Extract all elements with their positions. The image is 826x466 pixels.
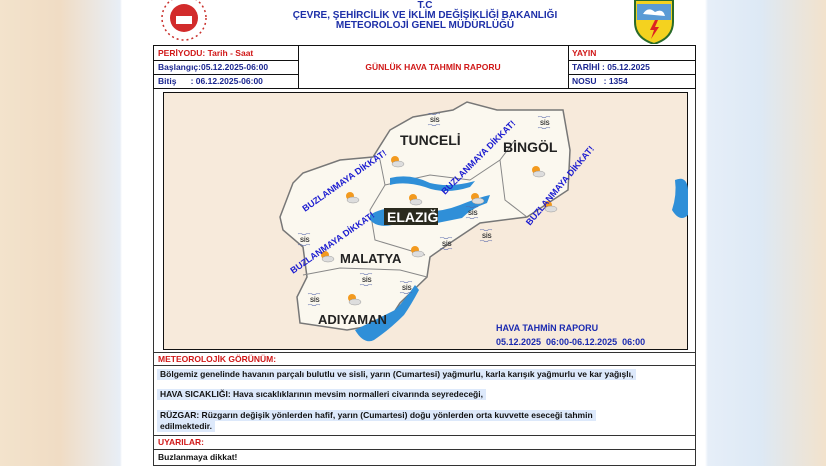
fog-icon: SİS xyxy=(362,277,372,284)
ministry-title: T.C ÇEVRE, ŞEHİRCİLİK VE İKLİM DEĞİŞİKLİ… xyxy=(150,1,700,31)
partly-cloudy-icon xyxy=(532,166,546,178)
province-borders xyxy=(302,139,528,278)
partly-cloudy-icon xyxy=(544,201,558,213)
outlook-label: METEOROLOJİK GÖRÜNÜM: xyxy=(158,354,277,364)
report-number: NOSU : 1354 xyxy=(572,76,628,86)
fog-icon: SİS xyxy=(430,117,440,124)
fog-icon: SİS xyxy=(300,237,310,244)
start-date: Başlangıç:05.12.2025-06:00 xyxy=(158,62,269,72)
warning-text: Buzlanmaya dikkat! xyxy=(158,452,238,462)
partly-cloudy-icon xyxy=(409,194,423,206)
wind-text-2: edilmektedir. xyxy=(157,421,215,432)
partly-cloudy-icon xyxy=(346,192,360,204)
outlook-text: Bölgemiz genelinde havanın parçalı bulut… xyxy=(157,369,637,380)
city-adiyaman: ADIYAMAN xyxy=(318,312,387,327)
lake xyxy=(672,178,688,219)
partly-cloudy-icon xyxy=(321,251,335,263)
partly-cloudy-icon xyxy=(391,156,405,168)
publish-date: TARİHİ : 05.12.2025 xyxy=(572,62,650,72)
period-label: PERİYODU: Tarih - Saat xyxy=(158,48,254,58)
ataturk-dam-lake xyxy=(355,285,419,342)
city-malatya: MALATYA xyxy=(340,251,402,266)
fog-icon: SİS xyxy=(482,233,492,240)
city-bingol: BİNGÖL xyxy=(503,139,558,155)
report-title: GÜNLÜK HAVA TAHMİN RAPORU xyxy=(365,62,501,72)
city-elazig: ELAZIĞ xyxy=(387,208,438,225)
fog-icon: SİS xyxy=(442,241,452,248)
publish-label: YAYIN xyxy=(572,48,597,58)
outlook-body xyxy=(153,366,696,436)
header-line2: METEOROLOJİ GENEL MÜDÜRLÜĞÜ xyxy=(335,20,515,31)
temperature-text: HAVA SICAKLIĞI: Hava sıcaklıklarının mev… xyxy=(157,389,486,400)
partly-cloudy-icon xyxy=(348,294,362,306)
partly-cloudy-icon xyxy=(471,193,485,205)
wind-text-1: RÜZGAR: Rüzgarın değişik yönlerden hafif… xyxy=(157,410,596,421)
header-line0: T.C xyxy=(417,0,433,11)
fog-icon: SİS xyxy=(540,120,550,127)
partly-cloudy-icon xyxy=(411,246,425,258)
legend-period: 05.12.2025 06:00-06.12.2025 06:00 xyxy=(496,337,645,347)
header-line1: ÇEVRE, ŞEHİRCİLİK VE İKLİM DEĞİŞİKLİĞİ B… xyxy=(292,10,558,21)
fog-icon: SİS xyxy=(402,285,412,292)
warnings-header-row: UYARILAR: xyxy=(153,436,696,450)
mgm-logo xyxy=(634,0,674,44)
warnings-label: UYARILAR: xyxy=(158,437,204,447)
fog-icon: SİS xyxy=(468,210,478,217)
end-date: Bitiş : 06.12.2025-06:00 xyxy=(158,76,263,86)
fog-icon: SİS xyxy=(310,297,320,304)
city-tunceli: TUNCELİ xyxy=(400,132,461,148)
forecast-map: SİS SİS SİS SİS SİS SİS SİS SİS SİS TUNCELİ BİNG… xyxy=(163,92,688,350)
legend-title: HAVA TAHMİN RAPORU xyxy=(496,323,598,333)
ministry-seal-logo xyxy=(161,0,207,41)
info-table: PERİYODU: Tarih - Saat Başlangıç:05.12.2… xyxy=(153,45,696,89)
warnings-body: Buzlanmaya dikkat! xyxy=(153,450,696,466)
outlook-header-row: METEOROLOJİK GÖRÜNÜM: xyxy=(153,352,696,366)
